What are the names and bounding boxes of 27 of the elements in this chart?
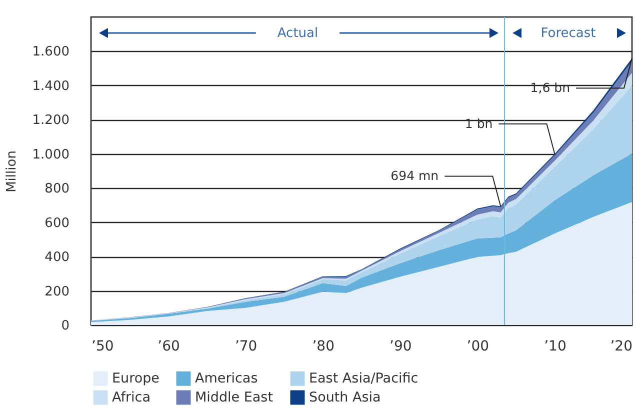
- y-tick-label: 0: [61, 318, 70, 334]
- annotation: Forecast: [540, 26, 596, 41]
- y-tick-label: 200: [44, 284, 70, 300]
- x-tick-label: ’00: [466, 338, 490, 354]
- x-tick-label: ’90: [390, 338, 412, 354]
- annotation: 694 mn: [390, 168, 439, 184]
- legend-label: Europe: [112, 370, 160, 387]
- y-tick-label: 800: [44, 182, 70, 197]
- x-tick-label: ’10: [544, 338, 566, 354]
- legend-label: East Asia/Pacific: [309, 370, 418, 387]
- y-tick-label: 400: [44, 250, 70, 266]
- legend-label: Middle East: [195, 390, 274, 406]
- legend-label: South Asia: [309, 390, 381, 406]
- y-tick-label: 1.600: [32, 44, 70, 60]
- legend-label: Americas: [195, 370, 258, 387]
- x-tick-label: ’70: [234, 338, 258, 354]
- x-tick-label: ’60: [158, 338, 180, 354]
- x-tick-label: ’50: [92, 338, 114, 354]
- y-tick-label: 1.200: [32, 113, 70, 128]
- y-tick-label: 600: [44, 216, 70, 231]
- x-tick-label: ’20: [610, 338, 632, 354]
- x-tick-label: ’80: [312, 338, 334, 354]
- y-tick-label: 1.000: [32, 147, 70, 162]
- y-tick-label: 1.400: [32, 78, 70, 94]
- annotation: Actual: [277, 26, 318, 41]
- y-axis-title: Million: [4, 150, 20, 192]
- legend-label: Africa: [112, 390, 151, 406]
